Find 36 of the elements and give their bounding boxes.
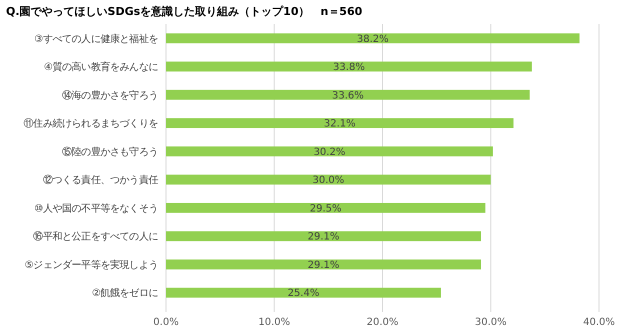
bar	[166, 288, 441, 298]
data-label: 25.4%	[288, 288, 320, 300]
bar	[166, 90, 530, 100]
bar	[166, 260, 482, 270]
x-tick-label: 0.0%	[153, 317, 179, 328]
bar	[166, 146, 493, 156]
data-label: 33.6%	[332, 90, 364, 102]
data-label: 38.2%	[356, 34, 389, 45]
data-label: 29.1%	[308, 232, 340, 243]
x-tick-label: 30.0%	[474, 317, 507, 328]
y-tick-label: ⑫つくる責任、つかう責任	[42, 174, 158, 186]
x-tick-label: 40.0%	[583, 317, 615, 328]
data-label: 29.1%	[308, 260, 340, 271]
data-label: 33.8%	[333, 62, 365, 74]
bar	[166, 202, 486, 213]
y-tick-label: ②飢餓をゼロに	[92, 287, 158, 300]
data-label: 30.2%	[314, 146, 346, 158]
bar	[166, 62, 532, 72]
y-tick-label: ⑤ジェンダー平等を実現しよう	[24, 258, 158, 271]
y-tick-label: ⑩人や国の不平等をなくそう	[34, 202, 158, 214]
data-label: 30.0%	[312, 175, 344, 186]
chart-title: Q.園でやってほしいSDGsを意識した取り組み（トップ10） n＝560	[6, 5, 363, 18]
y-tick-label: ④質の高い教育をみんなに	[44, 61, 158, 74]
x-tick-label: 10.0%	[258, 317, 290, 328]
y-tick-label: ⑮陸の豊かさも守ろう	[62, 146, 158, 158]
bar	[166, 118, 514, 128]
bar	[166, 231, 482, 242]
data-label: 32.1%	[324, 118, 356, 130]
y-tick-label: ⑭海の豊かさを守ろう	[62, 89, 158, 102]
x-tick-label: 20.0%	[366, 317, 398, 328]
y-tick-label: ③すべての人に健康と福祉を	[34, 32, 158, 45]
y-tick-label: ⑯平和と公正をすべての人に	[33, 230, 158, 243]
data-label: 29.5%	[310, 203, 342, 214]
bar	[166, 174, 491, 185]
y-tick-label: ⑪住み続けられるまちづくりを	[24, 118, 158, 130]
bar	[166, 33, 580, 44]
